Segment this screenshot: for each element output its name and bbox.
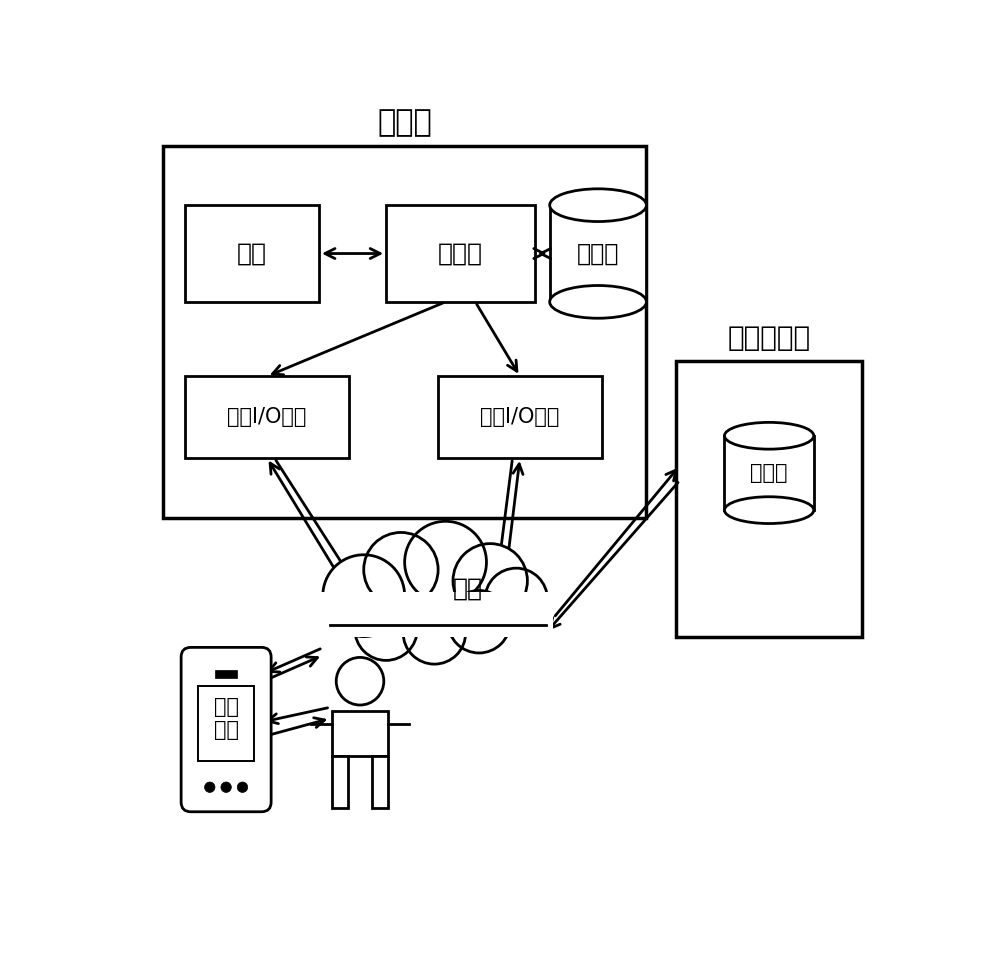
Text: 网络: 网络	[453, 577, 483, 600]
Bar	[332, 755, 348, 808]
Bar	[301, 592, 553, 637]
Text: 第一I/O接口: 第一I/O接口	[227, 407, 307, 427]
Text: 数据库: 数据库	[750, 463, 788, 483]
Text: 终端
设备: 终端 设备	[214, 696, 239, 740]
Text: 第二I/O接口: 第二I/O接口	[480, 407, 560, 427]
Bar	[185, 205, 319, 301]
Circle shape	[221, 782, 231, 792]
Circle shape	[485, 568, 547, 631]
FancyBboxPatch shape	[181, 647, 271, 811]
Circle shape	[323, 554, 405, 637]
Bar	[198, 686, 254, 761]
Bar	[301, 596, 553, 633]
Text: 征信服务器: 征信服务器	[728, 325, 811, 353]
Circle shape	[205, 782, 215, 792]
Bar	[185, 376, 349, 458]
Text: 处理器: 处理器	[438, 242, 483, 266]
Text: 数据库: 数据库	[577, 242, 619, 266]
Circle shape	[237, 782, 248, 792]
Ellipse shape	[550, 286, 646, 318]
Circle shape	[355, 598, 417, 661]
Bar	[215, 670, 237, 678]
Text: 内存: 内存	[237, 242, 267, 266]
Bar	[386, 205, 535, 301]
Circle shape	[403, 602, 466, 664]
Ellipse shape	[550, 188, 646, 221]
Bar	[676, 361, 862, 637]
Bar	[163, 146, 646, 518]
Bar	[550, 205, 646, 301]
Circle shape	[364, 532, 438, 607]
Circle shape	[448, 590, 510, 653]
Circle shape	[405, 522, 486, 603]
Bar	[724, 436, 814, 510]
Ellipse shape	[724, 422, 814, 449]
Bar	[332, 711, 388, 755]
Text: 服务器: 服务器	[377, 108, 432, 137]
Bar	[372, 755, 388, 808]
Circle shape	[453, 544, 527, 618]
Bar	[438, 376, 602, 458]
Ellipse shape	[724, 497, 814, 524]
